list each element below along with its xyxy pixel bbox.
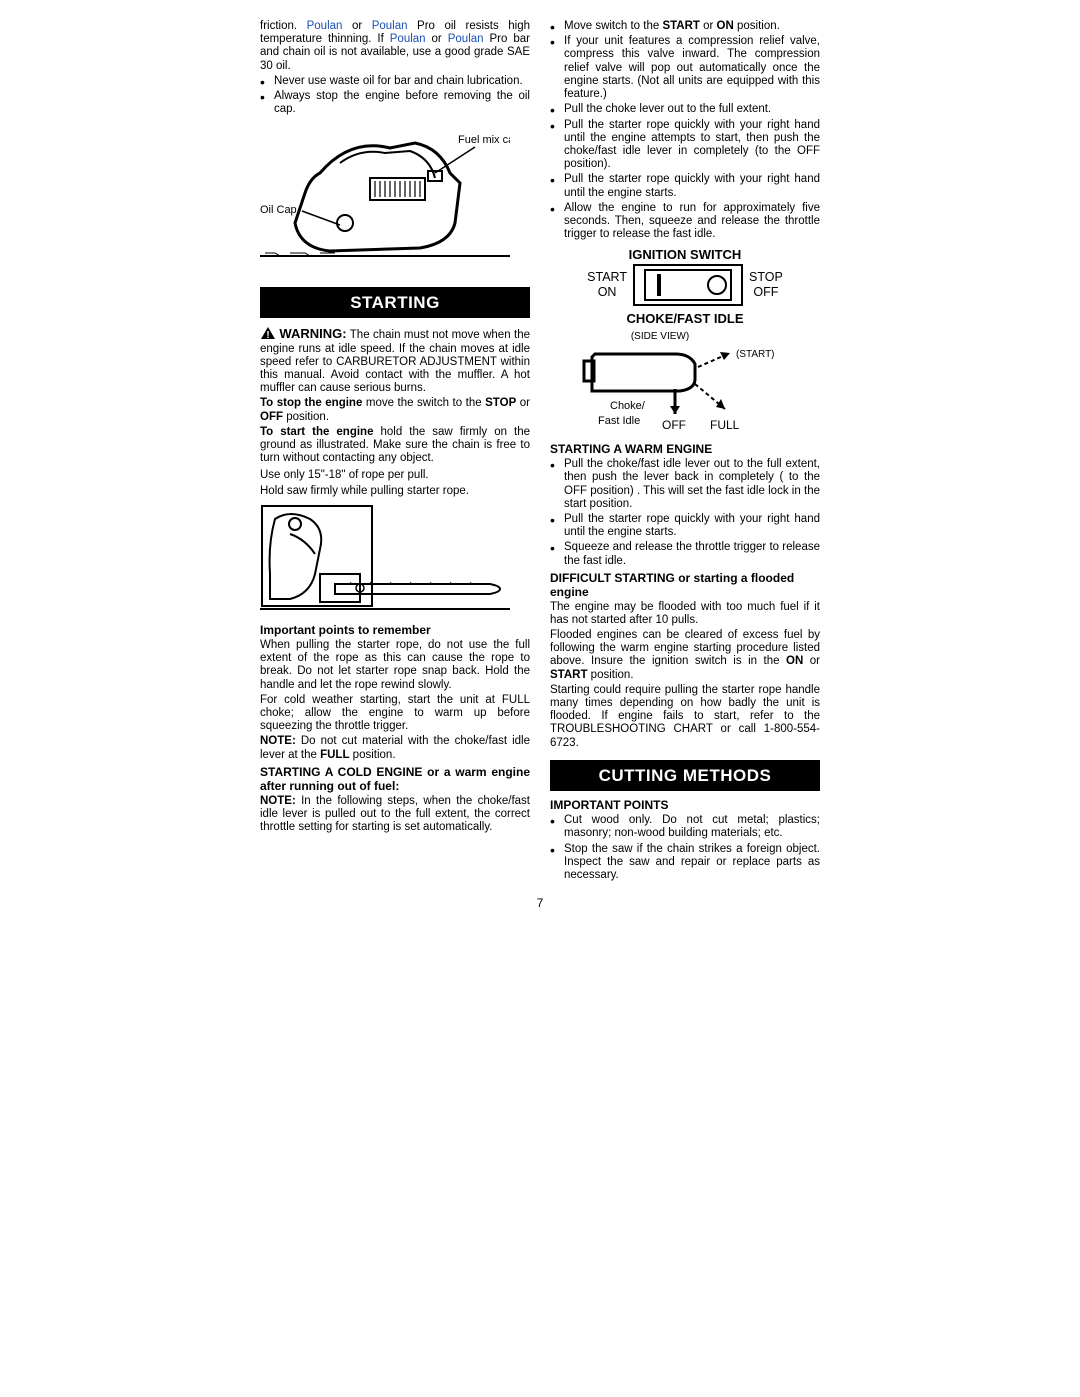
ign-start-label: STARTON (587, 270, 627, 300)
warm-engine-heading: STARTING A WARM ENGINE (550, 443, 820, 457)
svg-text:(SIDE VIEW): (SIDE VIEW) (631, 331, 689, 342)
rope-tip-1: Use only 15"-18" of rope per pull. (260, 469, 530, 482)
list-item: Move switch to the START or ON position. (550, 20, 820, 33)
choke-heading: CHOKE/FAST IDLE (550, 312, 820, 327)
oil-intro: friction. Poulan or Poulan Pro oil resis… (260, 20, 530, 73)
list-item: Never use waste oil for bar and chain lu… (260, 75, 530, 88)
list-item: Allow the engine to run for approximatel… (550, 202, 820, 242)
svg-text:Choke/: Choke/ (610, 400, 646, 412)
important-points-heading: Important points to remember (260, 624, 530, 638)
list-item: Squeeze and release the throttle trigger… (550, 541, 820, 567)
list-item: Always stop the engine before removing t… (260, 90, 530, 116)
note-full-position: NOTE: Do not cut material with the choke… (260, 735, 530, 761)
list-item: If your unit features a compression reli… (550, 35, 820, 101)
starting-banner: STARTING (260, 287, 530, 319)
rope-tip-2: Hold saw firmly while pulling starter ro… (260, 485, 530, 498)
warning-icon: ! (260, 326, 276, 340)
cold-weather-body: For cold weather starting, start the uni… (260, 694, 530, 734)
list-item: Pull the choke lever out to the full ext… (550, 103, 820, 116)
difficult-p1: The engine may be flooded with too much … (550, 601, 820, 627)
ignition-switch-diagram: STARTON STOPOFF (550, 264, 820, 306)
important-points-heading-2: IMPORTANT POINTS (550, 799, 820, 813)
starting-cold-heading: STARTING A COLD ENGINE or a warm engine … (260, 766, 530, 794)
note-throttle-auto: NOTE: In the following steps, when the c… (260, 795, 530, 835)
difficult-p3: Starting could require pulling the start… (550, 684, 820, 750)
list-item: Pull the starter rope quickly with your … (550, 173, 820, 199)
svg-text:OFF: OFF (662, 418, 686, 432)
important-points-bullets: Cut wood only. Do not cut metal; plastic… (550, 814, 820, 882)
warm-engine-bullets: Pull the choke/fast idle lever out to th… (550, 458, 820, 568)
right-column: Move switch to the START or ON position.… (550, 20, 820, 886)
stop-engine-text: To stop the engine move the switch to th… (260, 397, 530, 423)
chainsaw-cap-diagram: Fuel mix cap Oil Cap (260, 123, 530, 277)
list-item: Cut wood only. Do not cut metal; plastic… (550, 814, 820, 840)
starting-steps: Move switch to the START or ON position.… (550, 20, 820, 242)
ign-stop-label: STOPOFF (749, 270, 783, 300)
holding-saw-diagram (260, 504, 530, 618)
list-item: Pull the choke/fast idle lever out to th… (550, 458, 820, 511)
cutting-methods-banner: CUTTING METHODS (550, 760, 820, 792)
oil-bullets: Never use waste oil for bar and chain lu… (260, 75, 530, 117)
svg-text:(START): (START) (736, 349, 775, 360)
fuel-cap-label: Fuel mix cap (458, 134, 510, 146)
important-points-body: When pulling the starter rope, do not us… (260, 639, 530, 692)
oil-cap-label: Oil Cap (260, 204, 297, 216)
page-number: 7 (260, 896, 820, 910)
list-item: Stop the saw if the chain strikes a fore… (550, 843, 820, 883)
warning-paragraph: ! WARNING: The chain must not move when … (260, 326, 530, 395)
list-item: Pull the starter rope quickly with your … (550, 119, 820, 172)
svg-text:FULL: FULL (710, 418, 740, 432)
difficult-p2: Flooded engines can be cleared of excess… (550, 629, 820, 682)
list-item: Pull the starter rope quickly with your … (550, 513, 820, 539)
choke-diagram: (SIDE VIEW) (START) Choke/ Fast Idle OFF… (550, 329, 820, 439)
svg-text:Fast Idle: Fast Idle (598, 415, 640, 427)
ignition-switch-heading: IGNITION SWITCH (550, 248, 820, 263)
left-column: friction. Poulan or Poulan Pro oil resis… (260, 20, 530, 886)
start-engine-text: To start the engine hold the saw firmly … (260, 426, 530, 466)
svg-text:!: ! (266, 330, 269, 340)
difficult-starting-heading: DIFFICULT STARTING or starting a flooded… (550, 572, 820, 600)
